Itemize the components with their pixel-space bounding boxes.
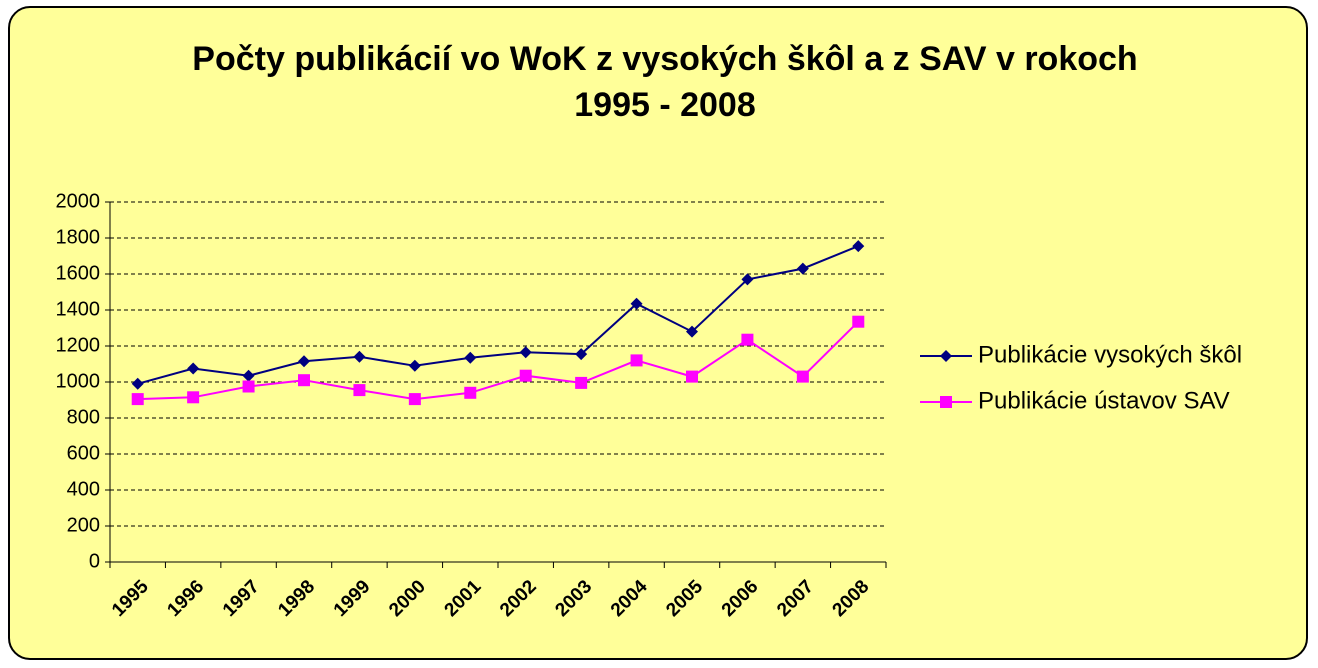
y-tick-label: 1400 [56,298,101,320]
marker [187,391,200,404]
marker [187,362,200,375]
x-tick-label: 2004 [607,576,652,621]
series-line [137,320,859,401]
marker [575,376,588,389]
chart-title: Počty publikácií vo WoK z vysokých škôl … [192,40,1138,124]
marker [686,370,698,383]
marker [131,393,144,406]
y-tick-label: 1000 [56,370,101,392]
legend-label: Publikácie vysokých škôl [978,341,1242,368]
legend-marker [940,350,952,362]
x-tick-label: 2008 [829,576,874,621]
y-tick-label: 1600 [56,262,101,284]
y-tick-label: 800 [67,406,100,428]
y-tick-label: 2000 [56,190,101,212]
marker [408,393,421,406]
marker [298,355,310,368]
x-tick-label: 2006 [718,576,763,621]
marker [298,374,310,387]
x-tick-label: 2000 [385,576,430,621]
marker [519,369,532,382]
x-tick-label: 2001 [441,576,486,621]
x-tick-label: 1996 [163,576,208,621]
marker [630,354,643,367]
y-tick-label: 0 [89,550,100,572]
marker [131,377,144,390]
marker [852,240,865,253]
marker [519,346,532,359]
marker [575,348,588,361]
marker [796,370,809,383]
marker [464,386,477,399]
marker [408,359,421,372]
marker [353,384,366,397]
x-tick-label: 1995 [108,576,153,621]
y-tick-label: 1200 [56,334,101,356]
x-tick-label: 2003 [551,576,596,621]
y-tick-label: 200 [67,514,100,536]
y-tick-label: 600 [67,442,100,464]
series-line [137,245,859,385]
marker [741,273,754,286]
marker [741,333,754,346]
marker [630,297,643,310]
x-tick-label: 2005 [662,576,707,621]
legend-marker [940,396,952,408]
x-tick-label: 2002 [496,576,541,621]
marker [242,369,255,382]
marker [852,315,865,328]
marker [796,262,809,275]
marker [686,325,698,338]
marker [464,351,477,364]
marker [353,350,366,363]
marker [242,380,255,393]
x-tick-label: 2007 [773,576,818,621]
x-tick-label: 1997 [219,576,264,621]
x-tick-label: 1998 [274,576,319,621]
chart-frame [8,6,1308,660]
x-tick-label: 1999 [330,576,375,621]
y-tick-label: 1800 [56,226,101,248]
legend-label: Publikácie ústavov SAV [978,387,1230,414]
y-tick-label: 400 [67,478,100,500]
